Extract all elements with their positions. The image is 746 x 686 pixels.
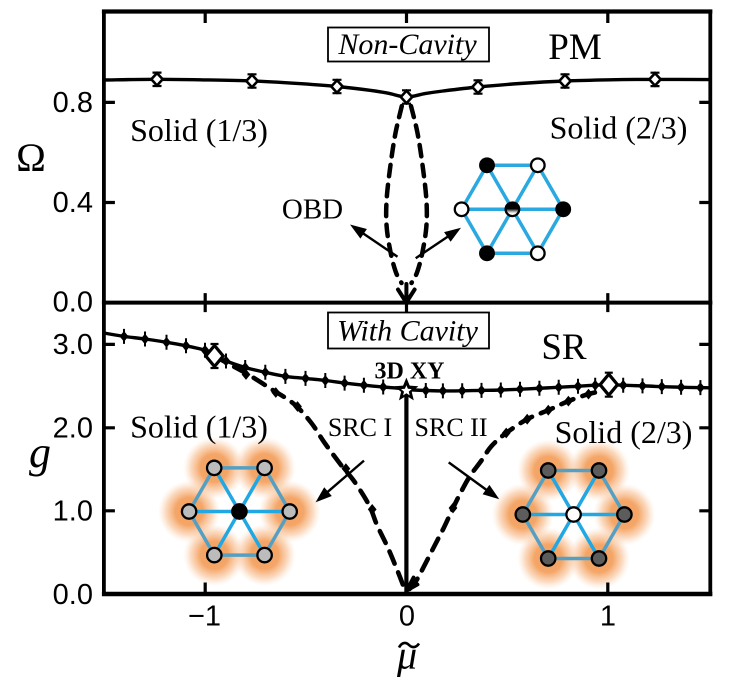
svg-text:0.0: 0.0 [53, 579, 93, 611]
svg-text:−1: −1 [188, 601, 221, 633]
svg-text:PM: PM [548, 27, 601, 68]
svg-text:g: g [29, 428, 51, 477]
svg-text:SRC I: SRC I [328, 413, 392, 442]
svg-text:Ω: Ω [16, 135, 46, 180]
svg-text:SR: SR [541, 327, 587, 368]
svg-text:2.0: 2.0 [53, 413, 93, 445]
svg-text:With Cavity: With Cavity [337, 315, 479, 348]
svg-text:Solid (2/3): Solid (2/3) [550, 110, 688, 146]
svg-text:μ: μ [396, 633, 417, 678]
svg-text:1: 1 [600, 601, 616, 633]
svg-text:1.0: 1.0 [53, 496, 93, 528]
svg-text:Solid (2/3): Solid (2/3) [555, 414, 693, 450]
svg-text:0.0: 0.0 [53, 287, 93, 319]
svg-text:Solid (1/3): Solid (1/3) [130, 112, 268, 148]
svg-text:3D XY: 3D XY [375, 359, 445, 385]
svg-text:0.8: 0.8 [53, 87, 93, 119]
svg-text:Solid (1/3): Solid (1/3) [130, 409, 268, 445]
svg-text:0.4: 0.4 [53, 187, 93, 219]
svg-text:OBD: OBD [282, 194, 343, 226]
svg-text:0: 0 [399, 601, 415, 633]
svg-text:3.0: 3.0 [53, 329, 93, 361]
svg-text:SRC II: SRC II [415, 413, 488, 442]
svg-text:Non-Cavity: Non-Cavity [337, 28, 477, 61]
